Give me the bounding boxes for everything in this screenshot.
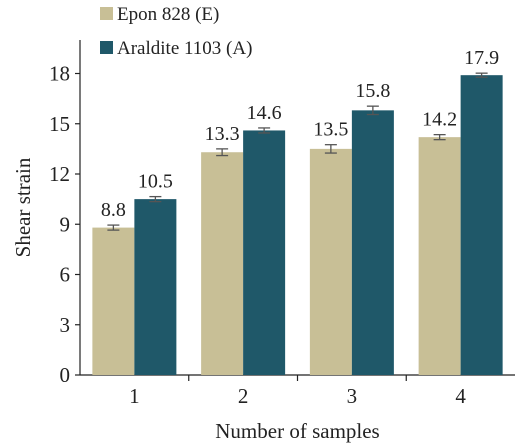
data-label: 13.3 <box>205 123 240 145</box>
y-axis-ticks: 0 3 6 9 12 15 18 <box>49 62 80 387</box>
data-label: 13.5 <box>313 119 348 141</box>
x-tick-label: 3 <box>347 384 358 408</box>
x-axis-title: Number of samples <box>215 419 379 443</box>
legend-swatch-1 <box>100 7 113 20</box>
y-axis-title: Shear strain <box>11 157 35 257</box>
y-tick-label: 18 <box>49 62 70 86</box>
bar-series-1-sample-1 <box>92 227 135 375</box>
legend: Epon 828 (E) Araldite 1103 (A) <box>100 4 252 59</box>
data-label: 17.9 <box>464 47 499 69</box>
bar-series-2-sample-3 <box>351 110 394 375</box>
data-label: 14.6 <box>247 102 282 124</box>
legend-swatch-2 <box>100 41 113 54</box>
bar-series-1-sample-2 <box>201 152 244 375</box>
y-tick-label: 9 <box>60 212 71 236</box>
data-label: 10.5 <box>138 171 173 193</box>
y-tick-label: 15 <box>49 112 70 136</box>
data-label: 15.8 <box>355 80 390 102</box>
legend-label-2: Araldite 1103 (A) <box>117 38 252 59</box>
bar-series-2-sample-1 <box>134 199 177 375</box>
y-tick-label: 3 <box>60 313 71 337</box>
data-labels: 8.8 10.5 13.3 14.6 13.5 15.8 14.2 17.9 <box>101 47 499 221</box>
bars <box>92 72 503 376</box>
x-tick-label: 4 <box>455 384 466 408</box>
legend-label-1: Epon 828 (E) <box>117 4 219 25</box>
x-tick-label: 2 <box>238 384 249 408</box>
x-tick-label: 1 <box>129 384 140 408</box>
x-axis-ticks: 1 2 3 4 <box>129 375 466 408</box>
bar-series-2-sample-4 <box>460 75 503 376</box>
data-label: 14.2 <box>422 109 457 131</box>
bar-series-1-sample-3 <box>309 148 352 375</box>
bar-series-1-sample-4 <box>418 137 461 375</box>
y-tick-label: 12 <box>49 162 70 186</box>
bar-series-2-sample-2 <box>243 130 286 375</box>
data-label: 8.8 <box>101 199 126 221</box>
y-tick-label: 6 <box>60 263 71 287</box>
y-tick-label: 0 <box>60 363 71 387</box>
